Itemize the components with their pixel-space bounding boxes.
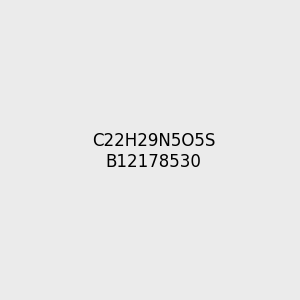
- Text: C22H29N5O5S
B12178530: C22H29N5O5S B12178530: [92, 132, 215, 171]
